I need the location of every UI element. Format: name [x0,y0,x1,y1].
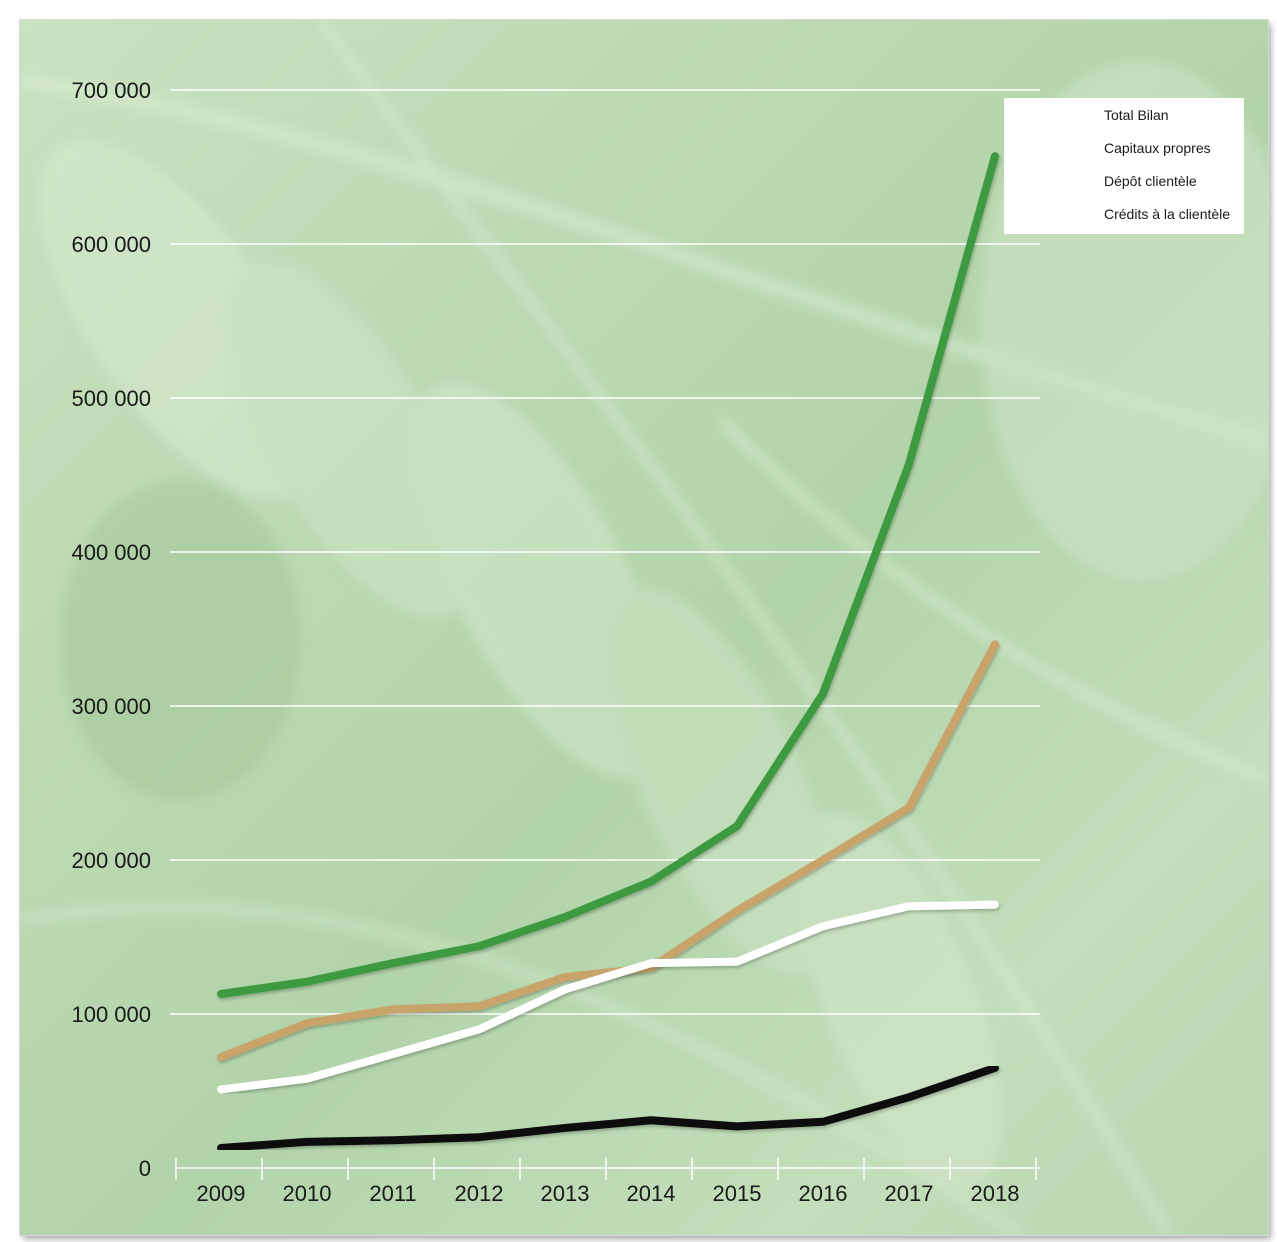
x-tick-label: 2012 [455,1181,504,1206]
x-tick-label: 2010 [283,1181,332,1206]
line-chart: 2009 2010 2011 2012 2013 2014 2015 2016 2017 2018… [20,20,1268,1235]
x-tick-label: 2018 [971,1181,1020,1206]
y-tick-label: 400 000 [71,540,151,565]
series-line [217,1063,999,1152]
legend: Total Bilan Capitaux propres Dépôt clientè… [1004,98,1244,234]
series-lines [217,152,999,1152]
background-decoration [20,20,1268,1235]
legend-label: Capitaux propres [1104,140,1211,156]
x-tick-label: 2017 [885,1181,934,1206]
x-axis: 2009 2010 2011 2012 2013 2014 2015 2016 2017 2018 [175,1158,1040,1206]
legend-label: Crédits à la clientèle [1104,206,1230,222]
y-tick-label: 500 000 [71,386,151,411]
series-line [217,152,999,998]
x-tick-label: 2011 [369,1181,416,1206]
y-tick-label: 100 000 [71,1002,151,1027]
y-tick-label: 600 000 [71,232,151,257]
chart-frame: 2009 2010 2011 2012 2013 2014 2015 2016 2017 2018… [20,20,1268,1235]
x-tick-label: 2015 [713,1181,762,1206]
legend-label: Total Bilan [1104,107,1169,123]
x-tick-label: 2013 [541,1181,590,1206]
series-line [217,900,999,1094]
y-tick-label: 200 000 [71,848,151,873]
y-axis: 0 100 000 200 000 300 000 400 000 500 000 600 … [71,78,151,1181]
gridlines [170,89,1040,1015]
legend-box [1004,98,1244,234]
legend-label: Dépôt clientèle [1104,173,1197,189]
x-tick-label: 2014 [627,1181,676,1206]
y-tick-label: 300 000 [71,694,151,719]
y-tick-label: 700 000 [71,78,151,103]
x-tick-label: 2009 [197,1181,246,1206]
y-tick-label: 0 [139,1156,151,1181]
x-tick-label: 2016 [799,1181,848,1206]
